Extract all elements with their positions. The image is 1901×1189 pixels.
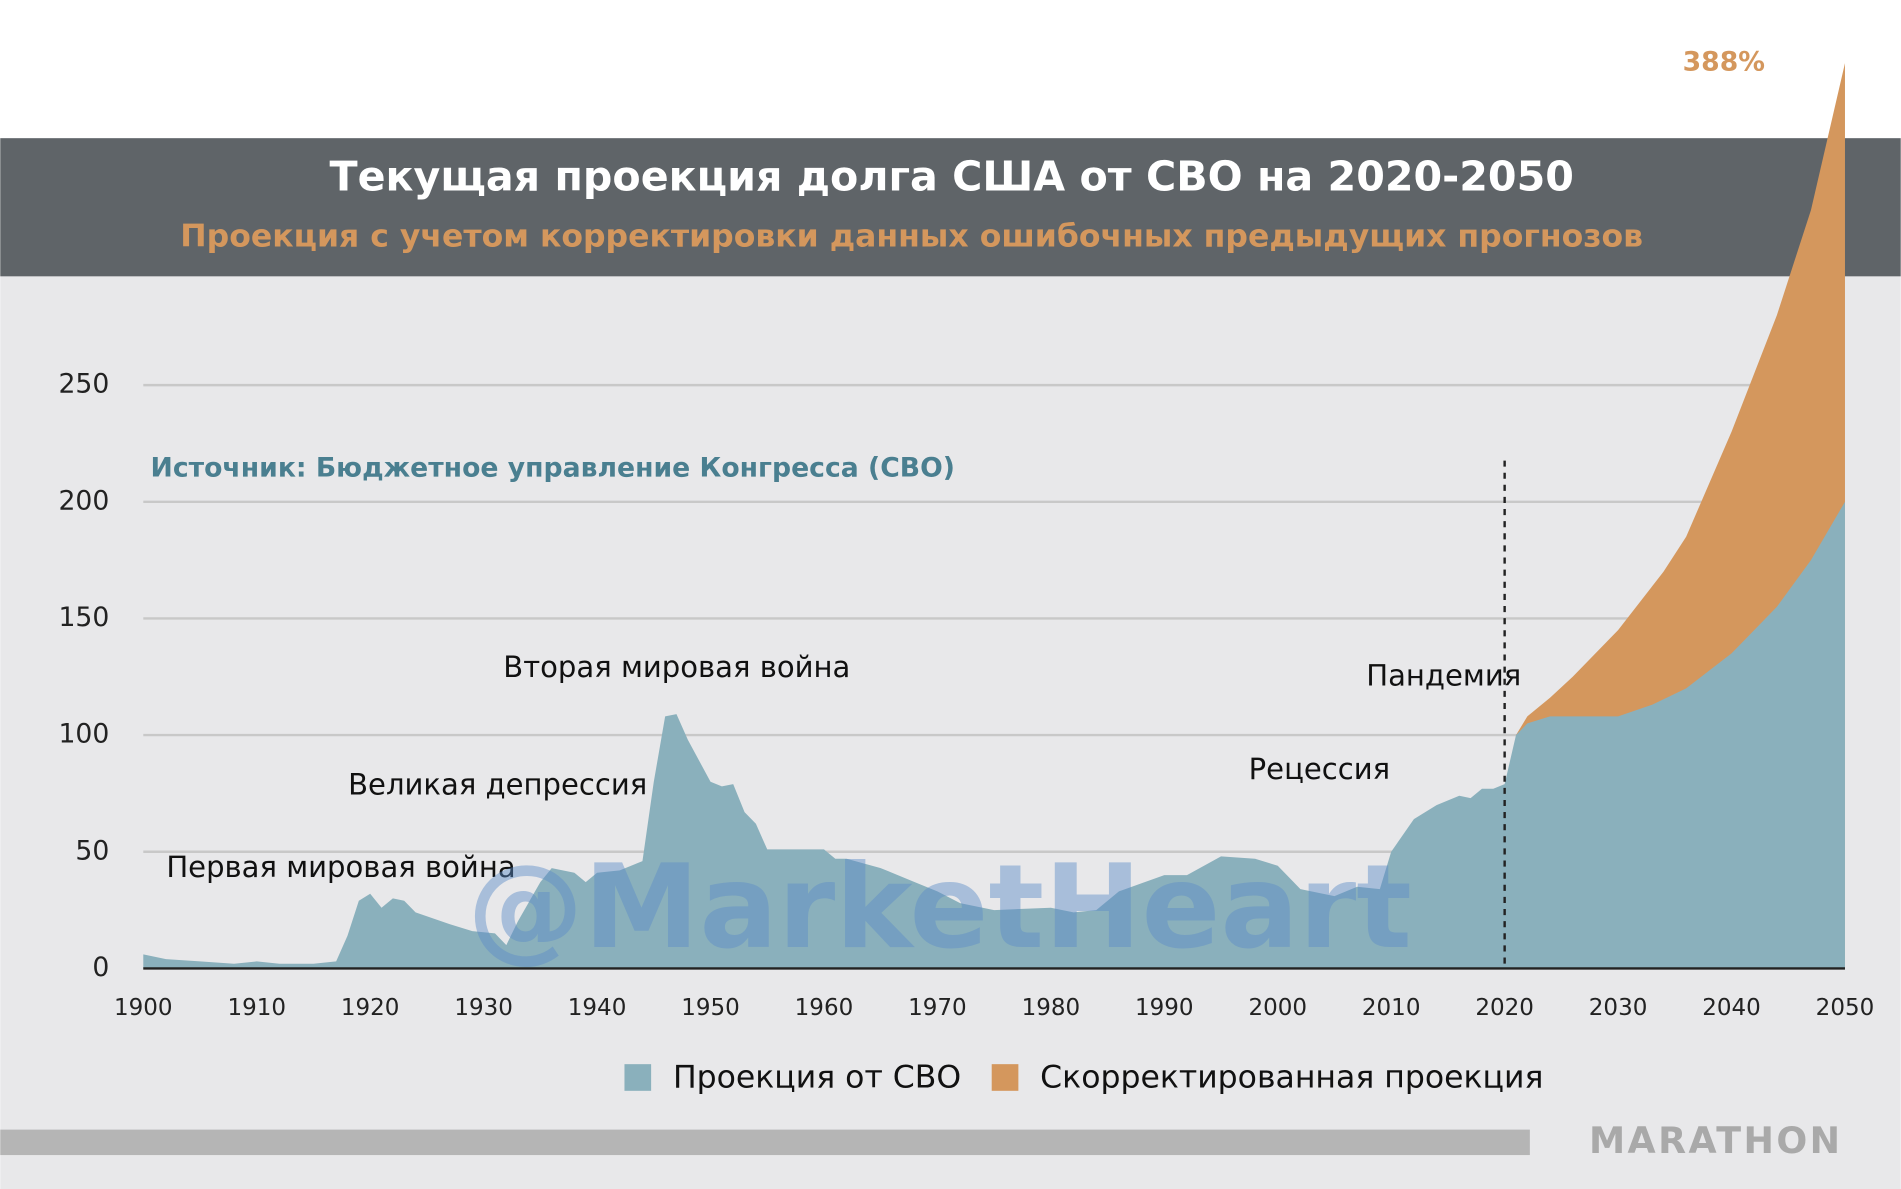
y-tick-label: 50	[75, 835, 109, 866]
y-tick-label: 150	[58, 602, 109, 633]
annotation: Первая мировая война	[166, 850, 515, 884]
annotation: Великая депрессия	[348, 768, 647, 802]
x-tick-label: 1950	[681, 995, 740, 1021]
brand: MARATHON	[1589, 1119, 1843, 1162]
x-tick-label: 1910	[227, 995, 286, 1021]
x-tick-label: 2000	[1248, 995, 1307, 1021]
y-tick-label: 100	[58, 719, 109, 750]
x-tick-label: 1920	[341, 995, 400, 1021]
area	[143, 501, 1845, 969]
chart-subtitle: Проекция с учетом корректировки данных о…	[180, 219, 1643, 255]
x-tick-label: 1930	[454, 995, 513, 1021]
x-tick-label: 1960	[795, 995, 854, 1021]
legend-label: Скорректированная проекция	[1040, 1060, 1543, 1096]
x-tick-label: 2010	[1362, 995, 1421, 1021]
legend-swatch	[624, 1064, 652, 1091]
x-tick-label: 1970	[908, 995, 967, 1021]
x-tick-label: 2030	[1589, 995, 1648, 1021]
y-tick-label: 250	[58, 369, 109, 400]
chart-title: Текущая проекция долга США от СВО на 202…	[330, 152, 1574, 200]
x-tick-label: 1900	[114, 995, 173, 1021]
y-tick-label: 0	[92, 952, 109, 983]
y-tick-label: 200	[58, 485, 109, 516]
title-bar	[0, 138, 1901, 277]
annotation: Рецессия	[1249, 752, 1390, 786]
x-tick-label: 1940	[568, 995, 627, 1021]
x-tick-label: 2020	[1475, 995, 1534, 1021]
legend-swatch	[991, 1064, 1019, 1091]
x-tick-label: 1980	[1022, 995, 1081, 1021]
legend-label: Проекция от СВО	[673, 1060, 961, 1096]
value-label: 388%	[1683, 47, 1765, 78]
footer-bar	[0, 1129, 1530, 1156]
x-tick-label: 2040	[1702, 995, 1761, 1021]
annotation: Вторая мировая война	[503, 650, 850, 684]
source: Источник: Бюджетное управление Конгресса…	[151, 453, 955, 484]
annotation: Пандемия	[1366, 659, 1521, 693]
x-tick-label: 1990	[1135, 995, 1194, 1021]
watermark: @MarketHeart	[467, 840, 1412, 975]
x-tick-label: 2050	[1816, 995, 1875, 1021]
